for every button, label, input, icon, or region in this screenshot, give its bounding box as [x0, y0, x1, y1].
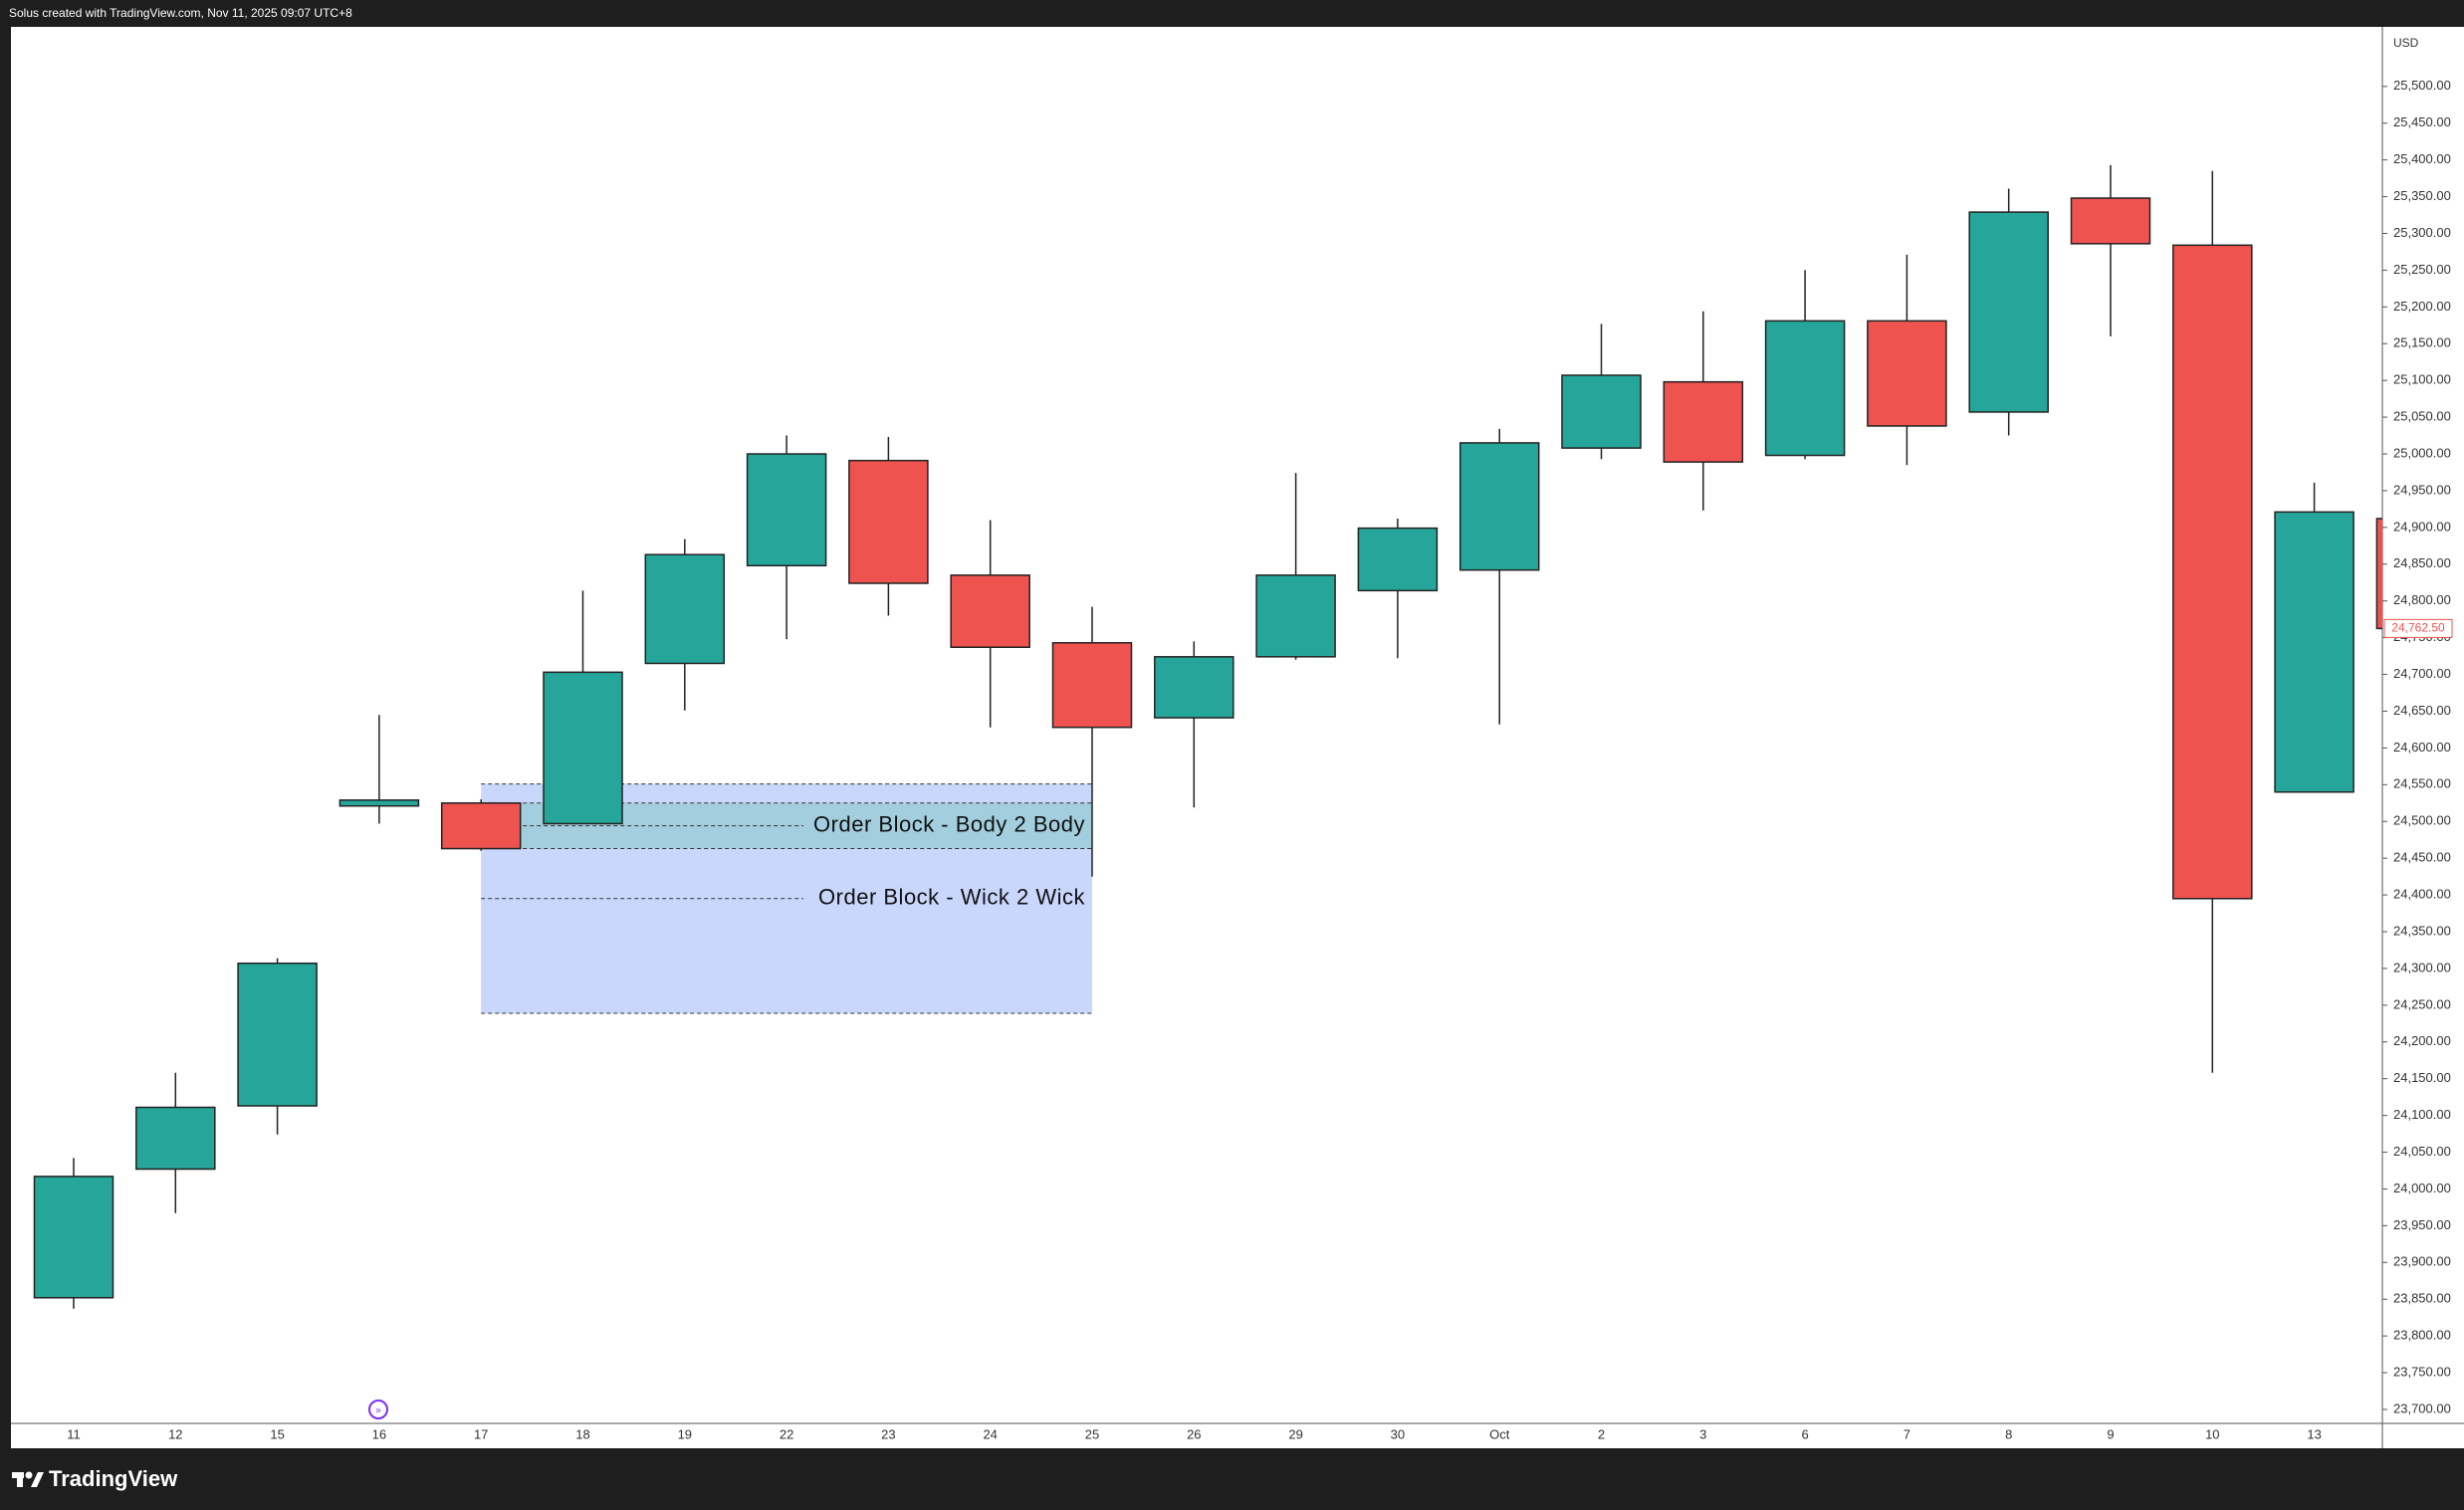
candle-body — [1154, 656, 1234, 719]
x-tick-label: 22 — [780, 1426, 793, 1441]
x-tick-label: 29 — [1288, 1426, 1302, 1441]
candle-body — [237, 962, 318, 1107]
x-tick-label: 6 — [1801, 1426, 1808, 1441]
x-tick-label: 17 — [474, 1426, 488, 1441]
candle-body — [1764, 320, 1846, 457]
y-tick-label: 25,450.00 — [2393, 114, 2451, 129]
candle-body — [950, 574, 1030, 648]
y-tick-label: 24,850.00 — [2393, 555, 2451, 570]
candle-body — [440, 802, 522, 850]
candle-body — [644, 553, 726, 665]
candle-body — [338, 799, 420, 807]
candle-body — [2375, 518, 2382, 630]
header-text: Solus created with TradingView.com, Nov … — [9, 6, 352, 20]
y-tick-label: 23,800.00 — [2393, 1328, 2451, 1343]
y-tick-label: 24,800.00 — [2393, 592, 2451, 607]
x-tick-label: 2 — [1598, 1426, 1605, 1441]
y-tick-label: 23,850.00 — [2393, 1291, 2451, 1306]
x-tick-label: 24 — [983, 1426, 997, 1441]
x-tick-label: 10 — [2205, 1426, 2219, 1441]
y-tick-label: 24,300.00 — [2393, 960, 2451, 974]
x-tick-label: 7 — [1904, 1426, 1910, 1441]
y-tick-label: 24,050.00 — [2393, 1144, 2451, 1159]
y-tick-label: 24,250.00 — [2393, 996, 2451, 1011]
x-tick-label: 12 — [168, 1426, 182, 1441]
candle-body — [135, 1106, 216, 1171]
y-tick-label: 25,100.00 — [2393, 372, 2451, 387]
currency: USD — [2393, 36, 2419, 50]
y-tick-label: 25,050.00 — [2393, 409, 2451, 424]
y-tick-label: 23,900.00 — [2393, 1254, 2451, 1269]
y-tick-label: 25,150.00 — [2393, 335, 2451, 350]
y-tick-label: 23,950.00 — [2393, 1217, 2451, 1232]
candle-body — [543, 671, 623, 825]
zone-label: Order Block - Wick 2 Wick — [818, 885, 1085, 910]
y-tick-label: 24,700.00 — [2393, 666, 2451, 681]
candle-body — [1255, 574, 1336, 658]
candle-body — [2274, 511, 2354, 793]
last-price-box — [2383, 618, 2453, 638]
x-tick-label: 26 — [1187, 1426, 1201, 1441]
y-tick-label: 25,250.00 — [2393, 262, 2451, 277]
x-tick-label: 9 — [2107, 1426, 2114, 1441]
y-tick-label: 24,500.00 — [2393, 813, 2451, 828]
x-tick-label: 15 — [270, 1426, 284, 1441]
candle-body — [1458, 442, 1540, 571]
y-tick-label: 25,300.00 — [2393, 225, 2451, 240]
y-tick-label: 23,700.00 — [2393, 1401, 2451, 1415]
x-tick-label: 19 — [678, 1426, 692, 1441]
y-tick-label: 24,350.00 — [2393, 923, 2451, 938]
y-tick-label: 24,400.00 — [2393, 887, 2451, 902]
y-tick-label: 24,000.00 — [2393, 1181, 2451, 1195]
brand-logo — [12, 1471, 44, 1487]
x-tick-label: 8 — [2005, 1426, 2012, 1441]
y-tick-label: 25,350.00 — [2393, 188, 2451, 203]
candle-body — [2172, 244, 2253, 900]
candle-body — [33, 1176, 114, 1299]
y-tick-label: 24,150.00 — [2393, 1070, 2451, 1085]
brand-name: TradingView — [49, 1466, 178, 1491]
candle-body — [848, 459, 929, 584]
y-tick-label: 25,000.00 — [2393, 445, 2451, 460]
x-tick-label: Oct — [1489, 1426, 1510, 1441]
x-tick-label: 23 — [881, 1426, 895, 1441]
candle-body — [746, 453, 827, 567]
x-tick-label: 25 — [1085, 1426, 1099, 1441]
y-tick-label: 24,200.00 — [2393, 1033, 2451, 1048]
y-tick-label: 25,400.00 — [2393, 151, 2451, 166]
y-tick-label: 23,750.00 — [2393, 1364, 2451, 1379]
candle-body — [1561, 374, 1642, 449]
y-tick-label: 24,950.00 — [2393, 482, 2451, 497]
x-tick-label: 18 — [575, 1426, 589, 1441]
y-tick-label: 24,600.00 — [2393, 740, 2451, 755]
x-tick-label: 16 — [372, 1426, 386, 1441]
x-tick-label: 11 — [67, 1426, 81, 1441]
y-tick-label: 25,200.00 — [2393, 299, 2451, 314]
candle-body — [1867, 320, 1947, 427]
y-tick-label: 24,550.00 — [2393, 776, 2451, 791]
candle-body — [1968, 211, 2049, 413]
y-tick-label: 24,900.00 — [2393, 519, 2451, 534]
candle-body — [1357, 527, 1439, 592]
y-tick-label: 24,450.00 — [2393, 850, 2451, 865]
y-tick-label: 25,500.00 — [2393, 78, 2451, 93]
y-tick-label: 24,650.00 — [2393, 703, 2451, 718]
candle-body — [1663, 380, 1744, 463]
last-price-label: 24,762.50 — [2391, 621, 2445, 635]
svg-text:»: » — [375, 1405, 381, 1416]
chart-area — [11, 27, 2464, 1448]
candle-body — [1051, 642, 1133, 729]
replay-icon: » — [368, 1400, 388, 1419]
zone-label: Order Block - Body 2 Body — [813, 811, 1085, 836]
x-tick-label: 13 — [2307, 1426, 2321, 1441]
y-tick-label: 24,100.00 — [2393, 1107, 2451, 1122]
x-tick-label: 3 — [1699, 1426, 1706, 1441]
x-tick-label: 30 — [1391, 1426, 1405, 1441]
candle-body — [2070, 197, 2151, 245]
